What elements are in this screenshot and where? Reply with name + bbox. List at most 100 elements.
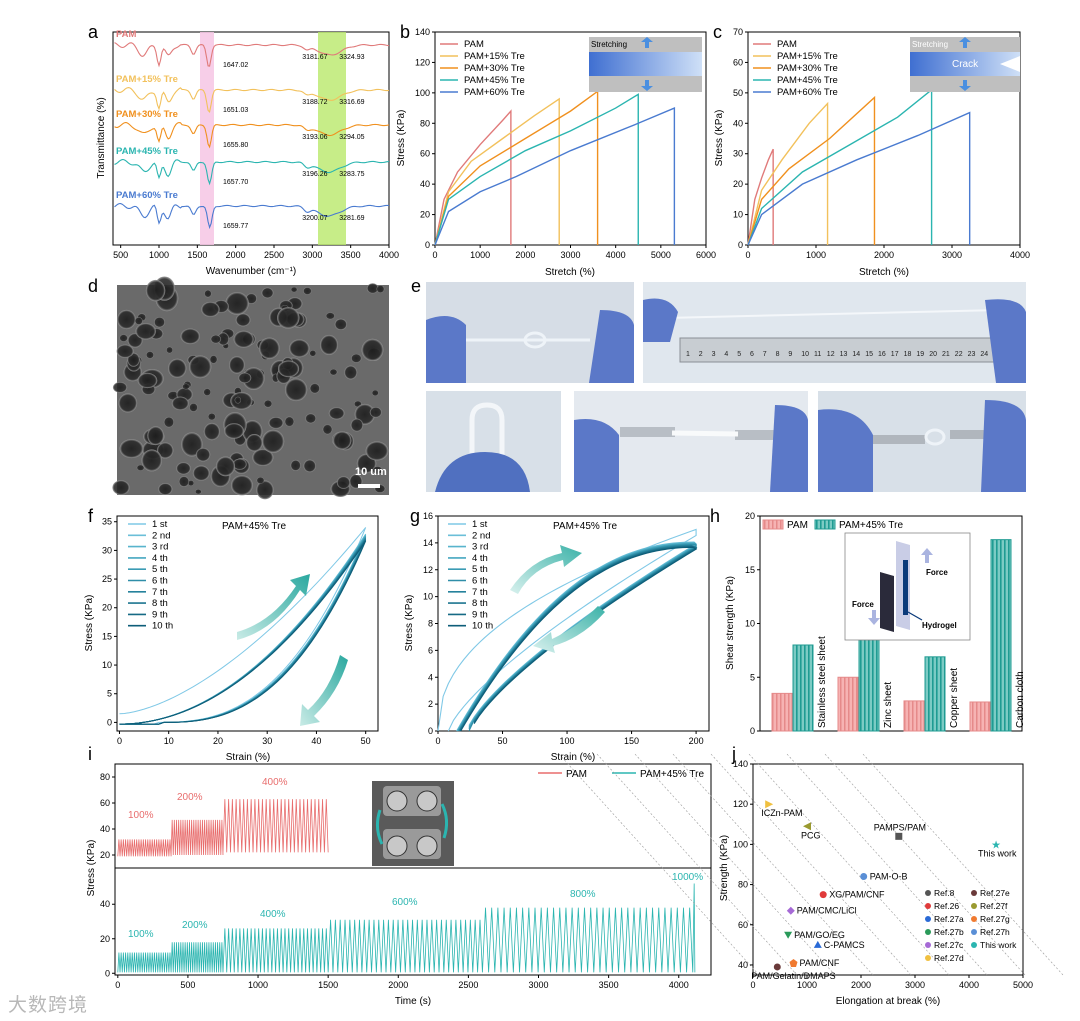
axes-h: 0 5 10 15 20	[745, 511, 760, 736]
legend-b-label: PAM	[464, 39, 484, 50]
pore	[137, 372, 158, 389]
y-tick-label: 20	[745, 511, 755, 521]
ruler-number: 14	[852, 351, 860, 358]
pore	[361, 338, 384, 362]
x-axis-label-b: Stretch (%)	[545, 267, 595, 278]
x-tick-label: 2500	[264, 250, 284, 260]
x-axis-label-j: Elongation at break (%)	[836, 996, 941, 1007]
x-tick-label: 1000	[797, 980, 817, 990]
trace-name: PAM+15% Tre	[116, 74, 178, 85]
legend-b-label: PAM+45% Tre	[464, 75, 525, 86]
ruler-number: 5	[737, 351, 741, 358]
pore	[230, 392, 253, 410]
x-tick-label: 40	[311, 736, 321, 746]
pore	[303, 287, 312, 295]
pore	[309, 350, 317, 357]
pore	[229, 356, 245, 374]
x-tick-label: 1000	[248, 980, 268, 990]
shear-bars: Stainless steel sheet Zinc sheet Copper sh…	[771, 539, 1026, 732]
loop-cycle	[460, 546, 698, 732]
legend-f-label: 1 st	[152, 519, 168, 530]
guide-lines	[559, 754, 1063, 975]
axes-b: 0 1000 2000 3000 4000 5000 6000 0 20 40 60 80 100 120…	[415, 27, 716, 260]
ruler-numbers: 1 2 3 4 5 6 7 8 9 10 11 12 13 14 15 16 17 18 19 20 21 22 23 24	[686, 351, 988, 358]
axes-f: 0 10 20 30 40 50 0 5 10 15 20 25 30 35	[102, 517, 371, 746]
x-tick-label: 4000	[606, 250, 626, 260]
ruler-number: 15	[865, 351, 873, 358]
panel-g: g 0 50 100 150 200 0 2 4 6 8 10 12 14 16 1 st2 nd3 rd…	[404, 506, 710, 763]
point-label: PAM/GO/EG	[794, 930, 845, 940]
pore	[329, 368, 338, 376]
crack-inset-c: Stretching Crack	[910, 37, 1020, 92]
pore	[178, 476, 190, 487]
x-tick-label: 1500	[187, 250, 207, 260]
x-axis-label-c: Stretch (%)	[859, 267, 909, 278]
legend-g-label: 4 th	[472, 553, 488, 564]
axes-i: 0 500 1000 1500 2000 2500 3000 3500 4000 20 40 60 80…	[100, 772, 689, 990]
pore	[263, 399, 273, 408]
panel-letter-a: a	[88, 22, 99, 42]
pore	[195, 489, 202, 495]
x-tick-label: 2000	[515, 250, 535, 260]
legend-marker	[925, 942, 931, 948]
plot-frame-f	[116, 515, 379, 732]
y-axis-label-a: Transmittance (%)	[96, 97, 107, 178]
y-axis-label-j: Strength (KPa)	[719, 835, 730, 901]
bar-pam45	[858, 638, 880, 732]
y-tick-label: 10	[745, 619, 755, 629]
pore	[277, 360, 300, 378]
panel-h: h 0 5 10 15 20 Stainless steel sheet Zinc she…	[710, 506, 1026, 736]
pore	[166, 346, 173, 354]
x-tick-label: 6000	[696, 250, 716, 260]
panel-letter-h: h	[710, 506, 720, 526]
ruler-number: 1	[686, 351, 690, 358]
spectrum-trace	[114, 203, 390, 230]
pore	[135, 323, 156, 340]
x-tick-label: 0	[745, 250, 750, 260]
strain-label-pam45: 100%	[128, 929, 154, 940]
legend-g-label: 3 rd	[472, 542, 488, 553]
watermark: 大数跨境	[8, 994, 89, 1016]
data-point	[860, 873, 868, 881]
x-tick-label: 3000	[302, 250, 322, 260]
x-tick-label: 2000	[874, 250, 894, 260]
loop-cycle	[459, 545, 698, 732]
x-tick-label: 20	[213, 736, 223, 746]
y-tick-label: 20	[100, 934, 110, 944]
panel-b: b 0 1000 2000 3000 4000 5000 6000 0 20 40 60 80 100 1…	[396, 22, 716, 278]
panel-title-g: PAM+45% Tre	[553, 521, 617, 532]
pore	[334, 318, 347, 330]
y-tick-label: 25	[102, 574, 112, 584]
y-tick-label: 16	[423, 511, 433, 521]
plot-frame-j	[752, 763, 1024, 976]
pam-trace	[117, 799, 329, 857]
point-label: ICZn-PAM	[761, 808, 802, 818]
stretching-inset-b: Stretching	[589, 37, 702, 92]
y-tick-label: 5	[107, 689, 112, 699]
inset-force-label-bottom: Force	[852, 600, 874, 609]
pore	[344, 365, 358, 380]
pore	[203, 422, 220, 441]
y-tick-label: 35	[102, 517, 112, 527]
y-tick-label: 8	[428, 619, 433, 629]
y-axis-label-g: Stress (KPa)	[404, 595, 415, 652]
peak-label: 1659.77	[223, 223, 248, 230]
inset-force-label-top: Force	[926, 568, 948, 577]
strain-label-pam45: 800%	[570, 889, 596, 900]
legend-label: Ref.27c	[934, 940, 964, 950]
legend-c-label: PAM+30% Tre	[777, 63, 838, 74]
y-tick-label: 140	[733, 759, 748, 769]
guide-line	[787, 754, 987, 975]
y-tick-label: 80	[100, 772, 110, 782]
x-ticks-a: 500 1000 1500 2000 2500 3000 3500 4000	[113, 245, 399, 260]
pore	[246, 434, 263, 452]
y-tick-label: 20	[420, 210, 430, 220]
pore	[290, 286, 298, 293]
legend-g-label: 7 th	[472, 587, 488, 598]
pore	[366, 283, 379, 294]
force-down-arrow-icon	[868, 610, 880, 625]
x-tick-label: 0	[750, 980, 755, 990]
pore	[146, 351, 154, 359]
legend-label: Ref.26	[934, 901, 959, 911]
panel-letter-e: e	[411, 276, 421, 296]
